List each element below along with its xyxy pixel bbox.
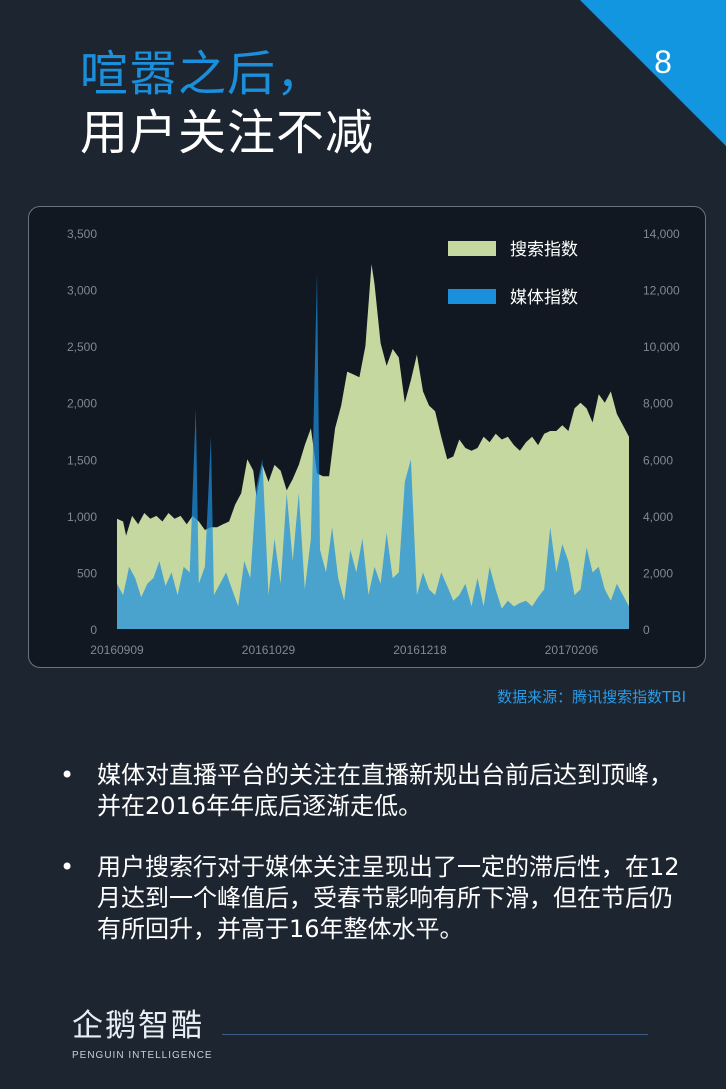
- x-tick-label: 20170206: [545, 643, 599, 657]
- y-right-tick-label: 14,000: [643, 227, 680, 241]
- series-area-0: [117, 264, 629, 629]
- legend-swatch: [448, 241, 496, 256]
- y-right-tick-label: 10,000: [643, 340, 680, 354]
- bullet-dot: •: [60, 761, 75, 789]
- x-tick-label: 20160909: [90, 643, 144, 657]
- source-note: 数据来源：腾讯搜索指数TBI: [497, 688, 686, 706]
- logo-wordmark: 企鹅智酷: [72, 1008, 204, 1044]
- y-right-tick-label: 4,000: [643, 510, 673, 524]
- bullet-dot: •: [60, 853, 75, 881]
- page-number: 8: [654, 44, 672, 80]
- bullet-item: • 媒体对直播平台的关注在直播新规出台前后达到顶峰，并在2016年年底后逐渐走低…: [60, 760, 680, 822]
- area-chart: 0 500 1,000 1,500 2,000 2,500 3,000 3,500 0 2,000…: [67, 227, 680, 657]
- y-left-tick-label: 3,000: [67, 284, 97, 298]
- y-left-tick-label: 3,500: [67, 227, 97, 241]
- page-corner-tab: [580, 0, 726, 146]
- chart-panel: 0 500 1,000 1,500 2,000 2,500 3,000 3,500 0 2,000…: [28, 206, 706, 668]
- y-left-tick-label: 2,000: [67, 397, 97, 411]
- y-right-tick-label: 6,000: [643, 453, 673, 467]
- x-tick-label: 20161029: [242, 643, 296, 657]
- y-right-tick-label: 12,000: [643, 284, 680, 298]
- legend-label: 媒体指数: [510, 288, 578, 308]
- y-right-tick-label: 8,000: [643, 397, 673, 411]
- logo-tagline: PENGUIN INTELLIGENCE: [72, 1050, 213, 1061]
- title-line-2: 用户关注不减: [80, 105, 375, 161]
- y-left-tick-label: 500: [77, 566, 97, 580]
- y-left-tick-label: 1,500: [67, 453, 97, 467]
- y-left-tick-label: 1,000: [67, 510, 97, 524]
- footer-divider: [222, 1034, 648, 1035]
- bullet-item: • 用户搜索行对于媒体关注呈现出了一定的滞后性，在12月达到一个峰值后，受春节影…: [60, 852, 680, 945]
- y-left-tick-label: 2,500: [67, 340, 97, 354]
- bullet-list: • 媒体对直播平台的关注在直播新规出台前后达到顶峰，并在2016年年底后逐渐走低…: [60, 760, 680, 945]
- legend-swatch: [448, 289, 496, 304]
- y-left-tick-label: 0: [90, 623, 97, 637]
- x-tick-label: 20161218: [393, 643, 447, 657]
- legend-label: 搜索指数: [510, 240, 578, 260]
- y-right-tick-label: 2,000: [643, 566, 673, 580]
- bullet-text: 媒体对直播平台的关注在直播新规出台前后达到顶峰，并在2016年年底后逐渐走低。: [97, 761, 673, 820]
- series-area-1: [117, 272, 629, 629]
- bullet-text: 用户搜索行对于媒体关注呈现出了一定的滞后性，在12月达到一个峰值后，受春节影响有…: [97, 853, 680, 943]
- y-right-tick-label: 0: [643, 623, 650, 637]
- title-line-1: 喧嚣之后，: [80, 46, 326, 102]
